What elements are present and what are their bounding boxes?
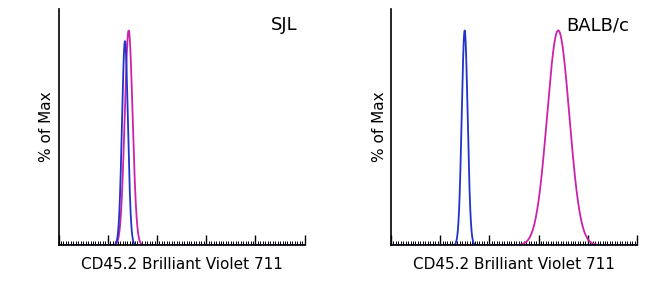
Y-axis label: % of Max: % of Max: [372, 92, 387, 162]
Text: SJL: SJL: [270, 16, 297, 34]
Y-axis label: % of Max: % of Max: [40, 92, 55, 162]
X-axis label: CD45.2 Brilliant Violet 711: CD45.2 Brilliant Violet 711: [413, 257, 615, 272]
X-axis label: CD45.2 Brilliant Violet 711: CD45.2 Brilliant Violet 711: [81, 257, 283, 272]
Text: BALB/c: BALB/c: [567, 16, 630, 34]
